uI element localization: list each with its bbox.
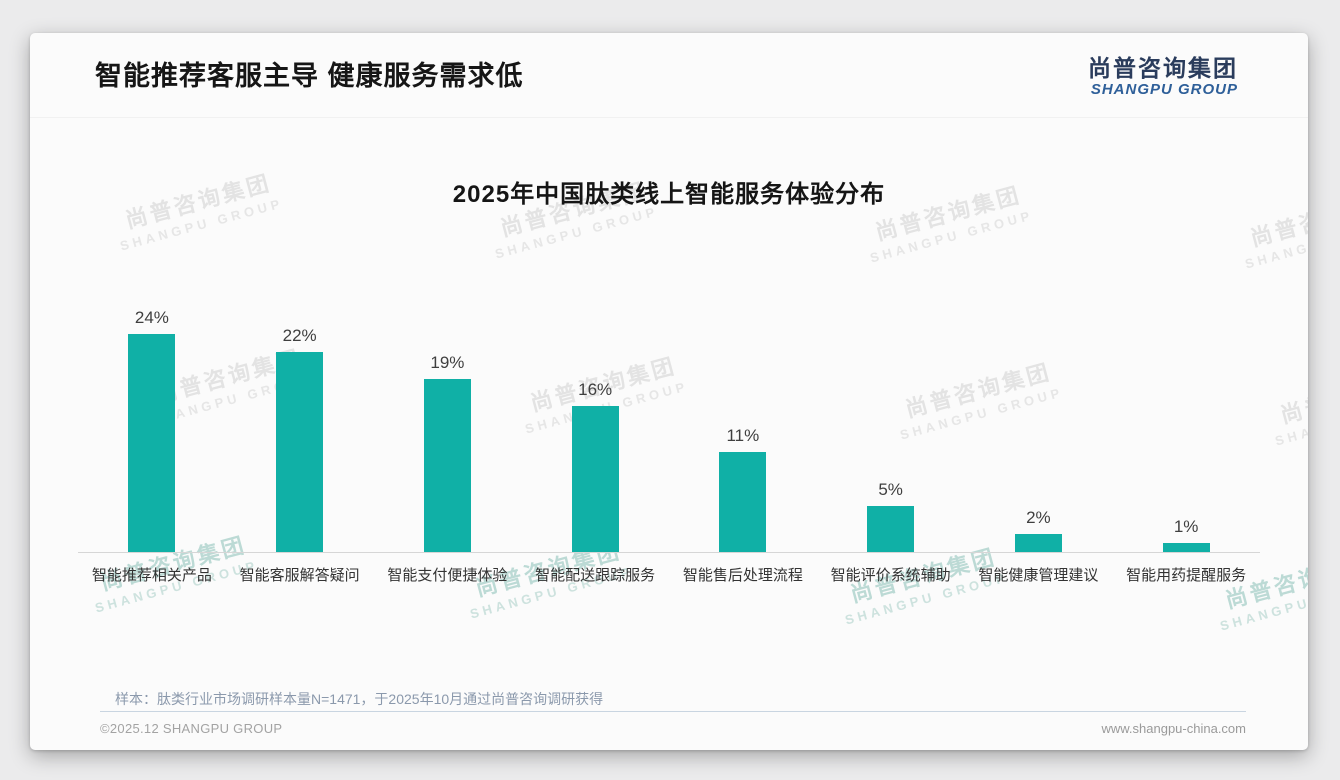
x-axis-label: 智能售后处理流程	[682, 567, 803, 584]
slide-card: 尚普咨询集团 SHANGPU GROUP 尚普咨询集团 SHANGPU GROUP …	[30, 33, 1308, 750]
bar	[1162, 543, 1210, 552]
bar	[719, 452, 767, 552]
x-axis-label: 智能用药提醒服务	[1126, 567, 1247, 584]
slide-content: 智能推荐客服主导 健康服务需求低 尚普咨询集团 SHANGPU GROUP 20…	[30, 33, 1308, 750]
logo-cn-text: 尚普咨询集团	[1088, 55, 1238, 81]
x-axis-label: 智能客服解答疑问	[239, 567, 360, 584]
chart-title: 2025年中国肽类线上智能服务体验分布	[452, 181, 886, 208]
slide-header: 智能推荐客服主导 健康服务需求低 尚普咨询集团 SHANGPU GROUP	[30, 33, 1308, 118]
logo: 尚普咨询集团 SHANGPU GROUP	[1088, 55, 1238, 99]
bar-column: 19%	[374, 353, 522, 552]
bar-plot: 24% 22% 19% 16% 11% 5% 2% 1%	[78, 308, 1260, 552]
bar-column: 1%	[1112, 517, 1260, 552]
logo-en-text: SHANGPU GROUP	[1090, 81, 1238, 98]
bar	[867, 506, 915, 552]
bar-value-label: 2%	[1026, 508, 1051, 527]
bar-column: 5%	[817, 480, 965, 552]
x-axis-label: 智能支付便捷体验	[387, 567, 508, 584]
bar	[1014, 534, 1062, 552]
x-axis-label: 智能评价系统辅助	[830, 567, 951, 584]
bar-value-label: 16%	[578, 380, 613, 399]
bar-value-label: 1%	[1173, 517, 1199, 536]
x-axis-label: 智能健康管理建议	[978, 567, 1099, 584]
bar	[571, 406, 619, 552]
x-axis-labels: 智能推荐相关产品 智能客服解答疑问 智能支付便捷体验 智能配送跟踪服务 智能售后处理流程…	[78, 552, 1260, 586]
x-axis-label: 智能推荐相关产品	[91, 567, 212, 584]
bar-column: 24%	[78, 308, 226, 552]
copyright-text: ©2025.12 SHANGPU GROUP	[100, 721, 283, 736]
website-link[interactable]: www.shangpu-china.com	[1101, 721, 1246, 736]
bar-value-label: 19%	[430, 353, 465, 372]
chart-section: 2025年中国肽类线上智能服务体验分布 24% 22% 19% 16% 11% 5% 2% 1…	[30, 178, 1308, 709]
bar	[128, 334, 176, 552]
bar-column: 11%	[669, 426, 817, 552]
slide-footer: ©2025.12 SHANGPU GROUP www.shangpu-china…	[100, 711, 1246, 736]
bar-value-label: 5%	[878, 480, 903, 499]
bar-value-label: 22%	[282, 326, 317, 345]
page-title: 智能推荐客服主导 健康服务需求低	[95, 61, 524, 91]
bar-value-label: 24%	[134, 308, 169, 327]
bar-chart: 24% 22% 19% 16% 11% 5% 2% 1% 智能推荐相关产品 智能客服解答疑问 智能…	[78, 308, 1260, 586]
bar-value-label: 11%	[726, 426, 760, 445]
bar-column: 22%	[226, 326, 374, 552]
sample-note: 样本：肽类行业市场调研样本量N=1471，于2025年10月通过尚普咨询调研获得	[115, 691, 604, 707]
bar-column: 2%	[965, 508, 1113, 552]
bar	[276, 352, 324, 552]
bar-column: 16%	[521, 380, 669, 552]
x-axis-label: 智能配送跟踪服务	[535, 567, 656, 584]
bar	[423, 379, 471, 552]
